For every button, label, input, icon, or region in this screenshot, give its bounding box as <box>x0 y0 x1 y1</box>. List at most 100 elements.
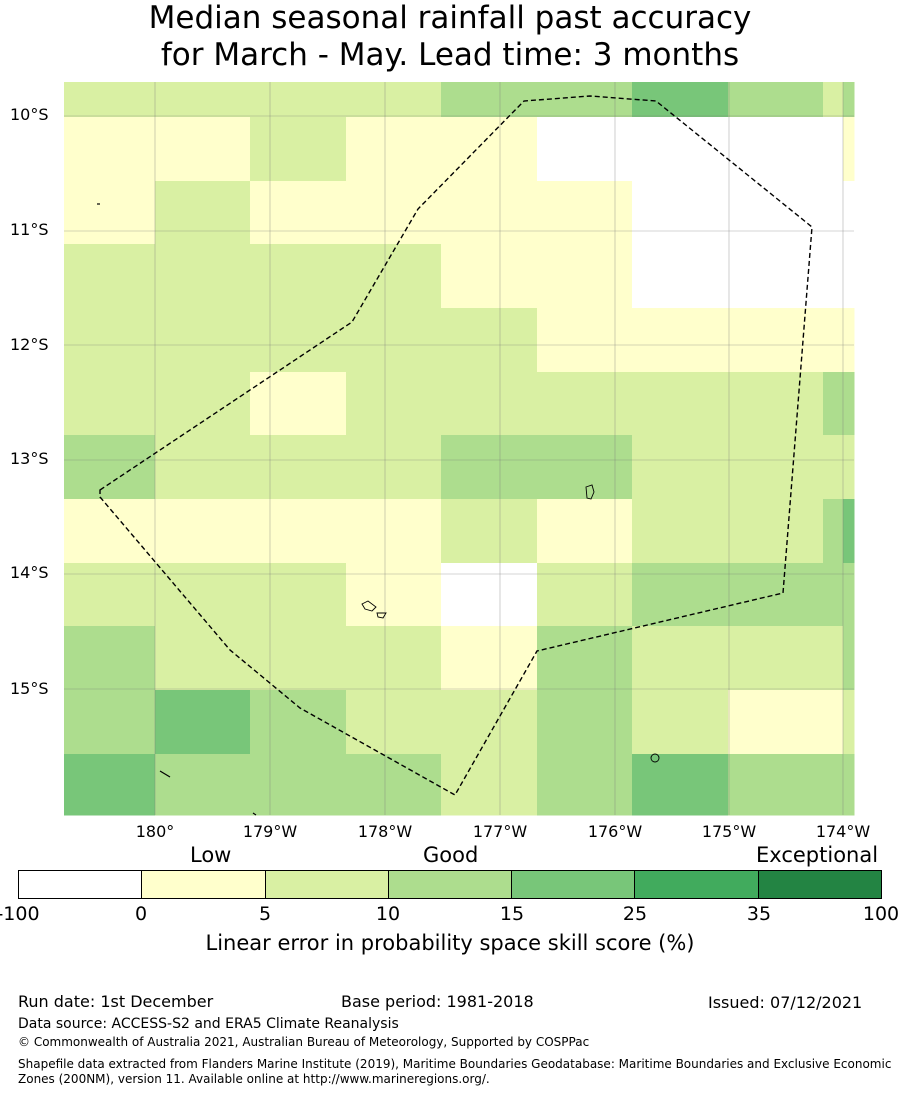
grid-cell <box>537 181 633 245</box>
y-tick-label: 13°S <box>10 449 49 468</box>
skill-map <box>64 82 855 816</box>
grid-cell <box>728 82 824 118</box>
grid-cell <box>441 372 538 436</box>
x-tick-label: 174°W <box>815 822 871 841</box>
colorbar-tick: 100 <box>862 903 900 925</box>
grid-cell <box>843 499 855 564</box>
grid-cell <box>728 181 824 245</box>
colorbar-tick: 25 <box>622 903 648 925</box>
grid-cell <box>155 181 251 245</box>
grid-cell <box>632 244 729 309</box>
grid-cell <box>346 435 442 500</box>
legend-category-low: Low <box>190 843 232 867</box>
grid-cell <box>441 244 538 309</box>
grid-cell <box>64 754 156 816</box>
grid-cell <box>155 754 251 816</box>
island-shape <box>650 753 660 763</box>
grid-cell <box>537 308 633 373</box>
grid-cell <box>346 308 442 373</box>
grid-cell <box>346 372 442 436</box>
chart-title: Median seasonal rainfall past accuracy f… <box>0 0 900 74</box>
grid-cell <box>823 435 844 500</box>
grid-cell <box>632 82 729 118</box>
grid-cell <box>728 117 824 182</box>
grid-cell <box>843 82 855 118</box>
grid-cell <box>843 690 855 755</box>
grid-cell <box>64 181 156 245</box>
colorbar-segment <box>265 871 389 898</box>
grid-cell <box>823 754 844 816</box>
grid-cell <box>250 563 347 627</box>
data-source: Data source: ACCESS-S2 and ERA5 Climate … <box>18 1016 399 1032</box>
x-tick-label: 178°W <box>357 822 413 841</box>
grid-cell <box>441 499 538 564</box>
grid-cell <box>728 499 824 564</box>
colorbar-tick: 5 <box>258 903 272 925</box>
grid-cell <box>632 181 729 245</box>
grid-cell <box>632 308 729 373</box>
grid-cell <box>843 626 855 691</box>
grid-cell <box>823 563 844 627</box>
grid-cell <box>441 435 538 500</box>
grid-cell <box>823 690 844 755</box>
x-tick-label: 176°W <box>587 822 643 841</box>
grid-cell <box>155 308 251 373</box>
grid-cell <box>537 435 633 500</box>
grid-cell <box>632 690 729 755</box>
island-shape <box>252 812 257 816</box>
grid-cell <box>346 563 442 627</box>
grid-cell <box>155 82 251 118</box>
y-tick-label: 11°S <box>10 220 49 239</box>
grid-cell <box>537 372 633 436</box>
colorbar-tick: 10 <box>375 903 401 925</box>
colorbar-segment <box>512 871 636 898</box>
grid-cell <box>823 626 844 691</box>
colorbar-tick: -100 <box>0 903 40 925</box>
grid-cell <box>843 117 855 182</box>
grid-cell <box>155 244 251 309</box>
grid-cell <box>155 435 251 500</box>
colorbar-segment <box>635 871 759 898</box>
grid-cell <box>155 626 251 691</box>
skill-grid-cells <box>64 82 855 816</box>
run-date: Run date: 1st December <box>18 992 214 1011</box>
grid-cell <box>346 82 442 118</box>
grid-cell <box>823 244 844 309</box>
grid-cell <box>823 499 844 564</box>
y-tick-label: 14°S <box>10 563 49 582</box>
grid-cell <box>843 435 855 500</box>
grid-cell <box>155 372 251 436</box>
grid-cell <box>632 499 729 564</box>
grid-cell <box>250 754 347 816</box>
grid-cell <box>728 690 824 755</box>
grid-cell <box>441 181 538 245</box>
grid-cell <box>64 626 156 691</box>
grid-cell <box>155 563 251 627</box>
grid-cell <box>537 244 633 309</box>
grid-cell <box>250 181 347 245</box>
grid-cell <box>537 754 633 816</box>
island-shape <box>585 484 595 500</box>
grid-cell <box>250 244 347 309</box>
issued-date: Issued: 07/12/2021 <box>708 993 863 1012</box>
y-tick-label: 12°S <box>10 335 49 354</box>
grid-cell <box>64 499 156 564</box>
grid-cell <box>250 308 347 373</box>
legend-category-exceptional: Exceptional <box>756 843 879 867</box>
island-shape <box>361 600 377 612</box>
grid-cell <box>843 181 855 245</box>
grid-cell <box>441 117 538 182</box>
grid-cell <box>632 117 729 182</box>
grid-cell <box>728 372 824 436</box>
grid-cell <box>823 82 844 118</box>
grid-cell <box>64 82 156 118</box>
grid-cell <box>632 435 729 500</box>
grid-cell <box>728 435 824 500</box>
grid-cell <box>346 117 442 182</box>
y-tick-label: 10°S <box>10 105 49 124</box>
grid-cell <box>64 117 156 182</box>
colorbar-segment <box>388 871 513 898</box>
grid-cell <box>823 181 844 245</box>
grid-cell <box>537 82 633 118</box>
grid-cell <box>250 626 347 691</box>
